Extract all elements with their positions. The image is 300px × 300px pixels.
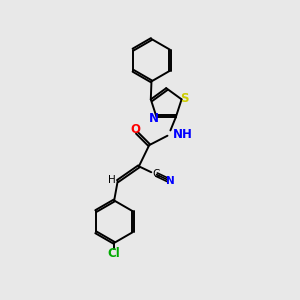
Text: N: N <box>149 112 159 125</box>
Text: O: O <box>130 123 140 136</box>
Text: S: S <box>180 92 188 105</box>
Text: N: N <box>166 176 175 186</box>
Text: H: H <box>108 175 116 185</box>
Text: Cl: Cl <box>108 247 121 260</box>
Text: NH: NH <box>173 128 193 141</box>
Text: C: C <box>152 169 160 179</box>
